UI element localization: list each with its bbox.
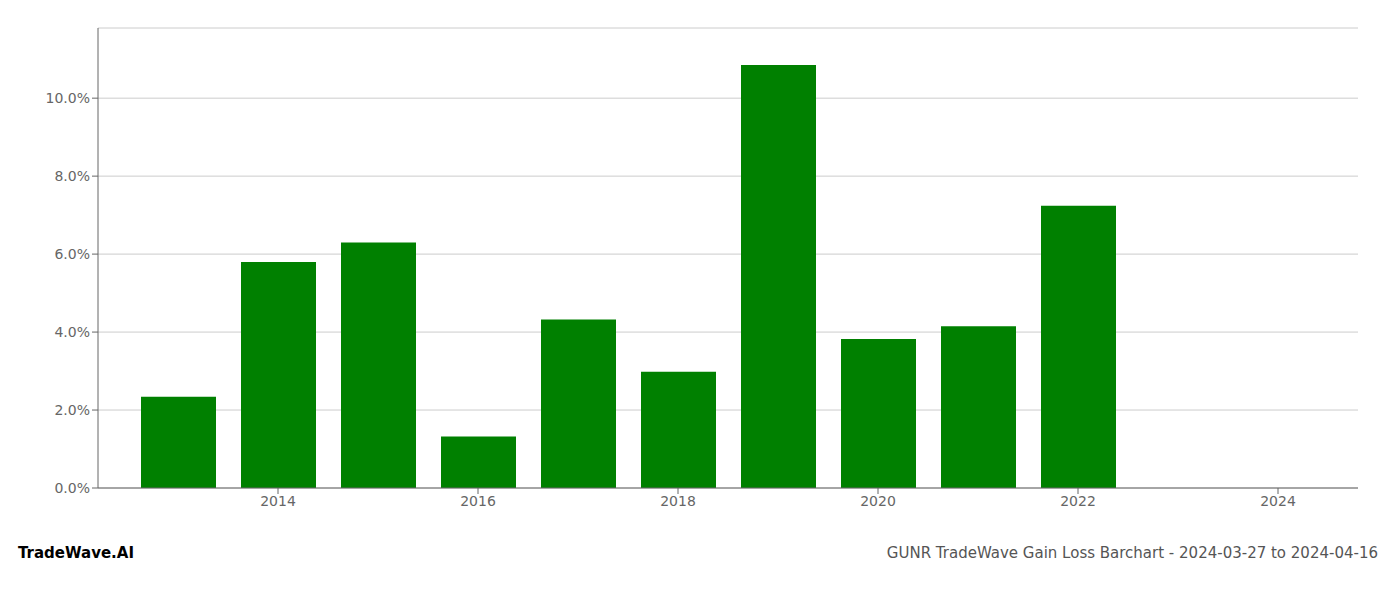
svg-text:8.0%: 8.0%	[54, 168, 90, 184]
svg-text:2020: 2020	[860, 493, 896, 509]
html-text:GUNR TradeWave Gain Loss Barch: GUNR TradeWave Gain Loss Barchart - 2024…	[886, 544, 1378, 562]
svg-text:6.0%: 6.0%	[54, 246, 90, 262]
svg-text:2014: 2014	[260, 493, 296, 509]
svg-text:4.0%: 4.0%	[54, 324, 90, 340]
svg-text:10.0%: 10.0%	[46, 90, 90, 106]
svg-text:0.0%: 0.0%	[54, 480, 90, 496]
svg-text:2.0%: 2.0%	[54, 402, 90, 418]
svg-text:2018: 2018	[660, 493, 696, 509]
svg-text:2024: 2024	[1260, 493, 1296, 509]
svg-text:2022: 2022	[1060, 493, 1096, 509]
svg-text:2016: 2016	[460, 493, 496, 509]
html-text:TradeWave.AI: TradeWave.AI	[18, 544, 134, 562]
